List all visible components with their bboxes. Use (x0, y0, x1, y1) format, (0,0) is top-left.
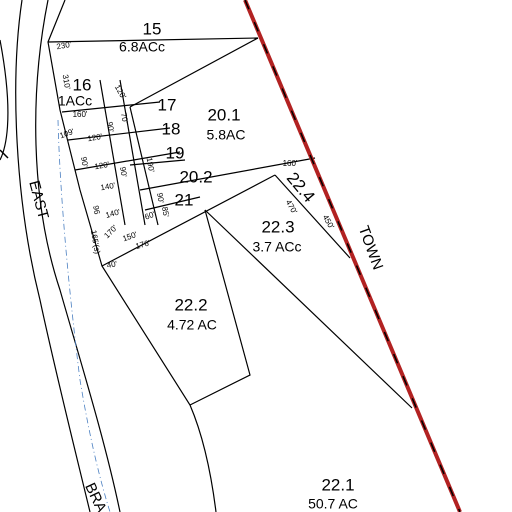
dimension: 120' (87, 132, 104, 144)
parcel-area: 1ACc (58, 93, 92, 109)
boundary (129, 37, 259, 108)
boundary (139, 157, 316, 191)
dimension: 470' (284, 198, 299, 216)
dimension: 90' (155, 192, 166, 204)
dimension: 96 (91, 205, 102, 216)
dimension: 90' (79, 156, 90, 168)
dimension: 90' (105, 121, 116, 133)
river-banks (0, 0, 121, 512)
stream (57, 119, 111, 512)
boundary (129, 159, 186, 166)
parcel-id: 19 (166, 143, 185, 162)
dimension: 160' (73, 110, 88, 119)
dimension: 120' (113, 83, 128, 101)
boundary (47, 0, 217, 512)
dimension: 310' (61, 74, 73, 91)
parcel-lines (47, 0, 413, 512)
boundary (129, 106, 159, 226)
dimension: 176' (135, 238, 152, 251)
tick (0, 149, 9, 159)
bank-line (35, 0, 121, 512)
dimension: 90' (118, 166, 129, 178)
boundary (47, 37, 259, 43)
dimension: 190' (145, 157, 157, 174)
dimension: 165'(s) (89, 229, 102, 255)
boundary (101, 174, 276, 267)
bank-line (15, 0, 91, 512)
parcel-id: 16 (73, 75, 92, 94)
boundary (204, 209, 413, 409)
boundary (189, 209, 251, 406)
dimension: 60' (143, 209, 156, 221)
boundary (74, 151, 181, 171)
bank-line (0, 39, 9, 161)
dimension: 160' (283, 159, 298, 168)
boundary (119, 79, 146, 226)
dimension: 140' (105, 207, 122, 220)
dimension: 170' (102, 223, 119, 240)
dimension: 230' (56, 40, 73, 52)
boundary (61, 101, 161, 113)
dimension: 120' (94, 160, 111, 172)
parcel-area: 50.7 AC (308, 496, 358, 512)
parcel-id: 22.2 (174, 295, 207, 314)
dimension: 40' (106, 259, 118, 270)
parcel-area: 6.8ACc (119, 39, 165, 55)
parcel-area: 3.7 ACc (252, 239, 301, 255)
parcel-id: 22.1 (321, 475, 354, 494)
dimension: 85' (160, 206, 171, 218)
road-name: TOWN (355, 224, 387, 273)
parcel-id: 21 (175, 190, 194, 209)
parcel-id: 20.2 (179, 167, 212, 186)
parcel-id: 15 (143, 19, 162, 38)
road-name: EAST (25, 179, 52, 221)
parcel-area: 4.72 AC (167, 317, 217, 333)
boundary (67, 127, 171, 141)
parcel-id: 22.3 (261, 217, 294, 236)
boundary (144, 196, 201, 211)
boundary (274, 174, 351, 259)
parcel-id: 20.1 (207, 105, 240, 124)
dimension: 140' (100, 181, 117, 193)
dimension: 70' (119, 112, 130, 124)
parcel-id: 18 (162, 119, 181, 138)
boundary (99, 79, 126, 226)
parcel-area: 5.8AC (207, 127, 246, 143)
parcel-id: 17 (158, 95, 177, 114)
town-line-dash (244, 0, 461, 512)
